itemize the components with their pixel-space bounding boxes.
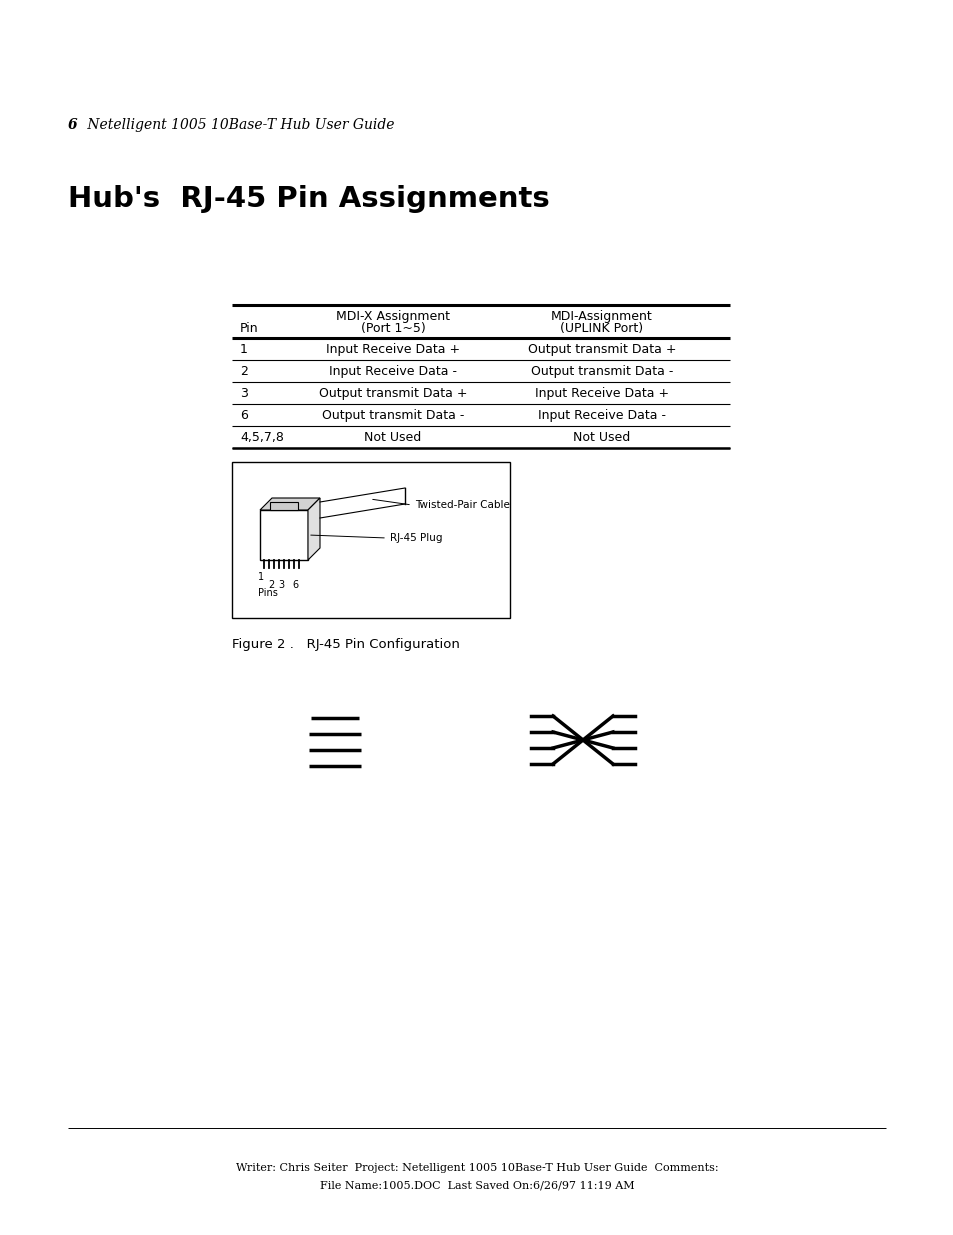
Text: 6: 6: [68, 119, 77, 132]
Text: 3: 3: [240, 387, 248, 400]
Text: Input Receive Data -: Input Receive Data -: [537, 409, 665, 422]
Text: (UPLINK Port): (UPLINK Port): [559, 322, 643, 335]
Text: Output transmit Data -: Output transmit Data -: [530, 366, 673, 378]
Text: Twisted-Pair Cable: Twisted-Pair Cable: [415, 500, 509, 510]
Text: Pins: Pins: [257, 588, 277, 598]
Text: 1: 1: [240, 343, 248, 356]
Polygon shape: [270, 501, 297, 510]
Text: Pin: Pin: [240, 322, 258, 335]
Text: 3: 3: [277, 580, 284, 590]
Polygon shape: [260, 498, 319, 510]
Text: Figure 2 .   RJ-45 Pin Configuration: Figure 2 . RJ-45 Pin Configuration: [232, 638, 459, 651]
Text: Not Used: Not Used: [364, 431, 421, 445]
Text: RJ-45 Plug: RJ-45 Plug: [390, 534, 442, 543]
Text: MDI-Assignment: MDI-Assignment: [551, 310, 652, 324]
Text: Input Receive Data +: Input Receive Data +: [535, 387, 668, 400]
Bar: [232, 462, 510, 618]
Text: Hub's  RJ-45 Pin Assignments: Hub's RJ-45 Pin Assignments: [68, 185, 549, 212]
Text: 2: 2: [240, 366, 248, 378]
Polygon shape: [308, 498, 319, 559]
Text: Input Receive Data +: Input Receive Data +: [326, 343, 459, 356]
Text: Writer: Chris Seiter  Project: Netelligent 1005 10Base-T Hub User Guide  Comment: Writer: Chris Seiter Project: Netelligen…: [235, 1163, 718, 1173]
Text: Not Used: Not Used: [573, 431, 630, 445]
Text: 1: 1: [257, 572, 264, 582]
Text: 6: 6: [292, 580, 297, 590]
Text: Netelligent 1005 10Base-T Hub User Guide: Netelligent 1005 10Base-T Hub User Guide: [83, 119, 395, 132]
Text: Output transmit Data -: Output transmit Data -: [321, 409, 464, 422]
Text: 6: 6: [240, 409, 248, 422]
Text: (Port 1~5): (Port 1~5): [360, 322, 425, 335]
Text: Input Receive Data -: Input Receive Data -: [329, 366, 456, 378]
Text: Output transmit Data +: Output transmit Data +: [527, 343, 676, 356]
Text: MDI-X Assignment: MDI-X Assignment: [335, 310, 450, 324]
Text: File Name:1005.DOC  Last Saved On:6/26/97 11:19 AM: File Name:1005.DOC Last Saved On:6/26/97…: [319, 1181, 634, 1191]
Text: 2: 2: [268, 580, 274, 590]
Text: 4,5,7,8: 4,5,7,8: [240, 431, 284, 445]
Text: Output transmit Data +: Output transmit Data +: [318, 387, 467, 400]
